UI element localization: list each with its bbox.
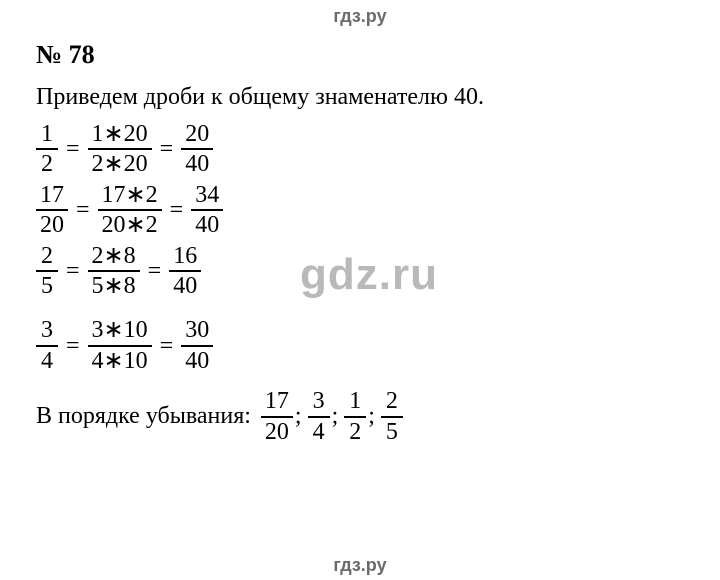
denominator: 5: [381, 419, 403, 445]
numerator: 2∗8: [88, 243, 140, 269]
fraction-bar: [181, 148, 213, 150]
denominator: 4: [308, 419, 330, 445]
denominator: 40: [191, 212, 223, 238]
equals-sign: =: [66, 137, 80, 161]
denominator: 2∗20: [88, 151, 152, 177]
fraction-bar: [36, 345, 58, 347]
fraction: 20 40: [181, 121, 213, 178]
numerator: 1: [36, 121, 58, 147]
fraction-bar: [308, 416, 330, 418]
numerator: 2: [381, 388, 403, 414]
numerator: 16: [169, 243, 201, 269]
numerator: 2: [36, 243, 58, 269]
equation-row: 2 5 = 2∗8 5∗8 = 16 40: [36, 243, 684, 300]
numerator: 20: [181, 121, 213, 147]
numerator: 1: [344, 388, 366, 414]
fraction: 30 40: [181, 317, 213, 374]
fraction: 1 2: [36, 121, 58, 178]
fraction: 3 4: [36, 317, 58, 374]
separator: ;: [368, 403, 375, 430]
equals-sign: =: [170, 198, 184, 222]
equation-row: 17 20 = 17∗2 20∗2 = 34 40: [36, 182, 684, 239]
fraction: 2 5: [36, 243, 58, 300]
solution-content: № 78 Приведем дроби к общему знаменателю…: [36, 40, 684, 445]
fraction: 2 5: [381, 388, 403, 445]
fraction: 2∗8 5∗8: [88, 243, 140, 300]
problem-number: № 78: [36, 40, 684, 70]
denominator: 20: [261, 419, 293, 445]
fraction: 17 20: [36, 182, 68, 239]
numerator: 3: [308, 388, 330, 414]
denominator: 20∗2: [98, 212, 162, 238]
intro-line: Приведем дроби к общему знаменателю 40.: [36, 84, 684, 111]
fraction-bar: [98, 209, 162, 211]
denominator: 40: [181, 348, 213, 374]
fraction-bar: [191, 209, 223, 211]
fraction: 17 20: [261, 388, 293, 445]
fraction-bar: [381, 416, 403, 418]
fraction-bar: [344, 416, 366, 418]
denominator: 5: [36, 273, 58, 299]
separator: ;: [295, 403, 302, 430]
numerator: 30: [181, 317, 213, 343]
footer-logo: гдз.ру: [0, 555, 720, 576]
fraction-bar: [88, 270, 140, 272]
numerator: 3∗10: [88, 317, 152, 343]
numerator: 3: [36, 317, 58, 343]
denominator: 40: [181, 151, 213, 177]
fraction: 17∗2 20∗2: [98, 182, 162, 239]
fraction-bar: [36, 148, 58, 150]
fraction-bar: [36, 270, 58, 272]
fraction: 34 40: [191, 182, 223, 239]
fraction: 1 2: [344, 388, 366, 445]
equals-sign: =: [160, 137, 174, 161]
denominator: 40: [169, 273, 201, 299]
denominator: 4∗10: [88, 348, 152, 374]
equals-sign: =: [66, 334, 80, 358]
equation-row: 3 4 = 3∗10 4∗10 = 30 40: [36, 317, 684, 374]
numerator: 17: [261, 388, 293, 414]
fraction: 1∗20 2∗20: [88, 121, 152, 178]
equals-sign: =: [76, 198, 90, 222]
denominator: 4: [36, 348, 58, 374]
separator: ;: [332, 403, 339, 430]
equals-sign: =: [66, 259, 80, 283]
header-logo: гдз.ру: [0, 6, 720, 27]
numerator: 1∗20: [88, 121, 152, 147]
equation-row: 1 2 = 1∗20 2∗20 = 20 40: [36, 121, 684, 178]
fraction: 3 4: [308, 388, 330, 445]
fraction-bar: [261, 416, 293, 418]
fraction-bar: [36, 209, 68, 211]
fraction: 16 40: [169, 243, 201, 300]
fraction-bar: [169, 270, 201, 272]
equals-sign: =: [160, 334, 174, 358]
equals-sign: =: [148, 259, 162, 283]
answer-row: В порядке убывания: 17 20 ; 3 4 ; 1 2 ; …: [36, 388, 684, 445]
answer-label: В порядке убывания:: [36, 403, 251, 430]
denominator: 5∗8: [88, 273, 140, 299]
numerator: 17∗2: [98, 182, 162, 208]
denominator: 2: [344, 419, 366, 445]
fraction-bar: [88, 345, 152, 347]
fraction-bar: [88, 148, 152, 150]
fraction-bar: [181, 345, 213, 347]
numerator: 34: [191, 182, 223, 208]
denominator: 20: [36, 212, 68, 238]
numerator: 17: [36, 182, 68, 208]
denominator: 2: [36, 151, 58, 177]
fraction: 3∗10 4∗10: [88, 317, 152, 374]
